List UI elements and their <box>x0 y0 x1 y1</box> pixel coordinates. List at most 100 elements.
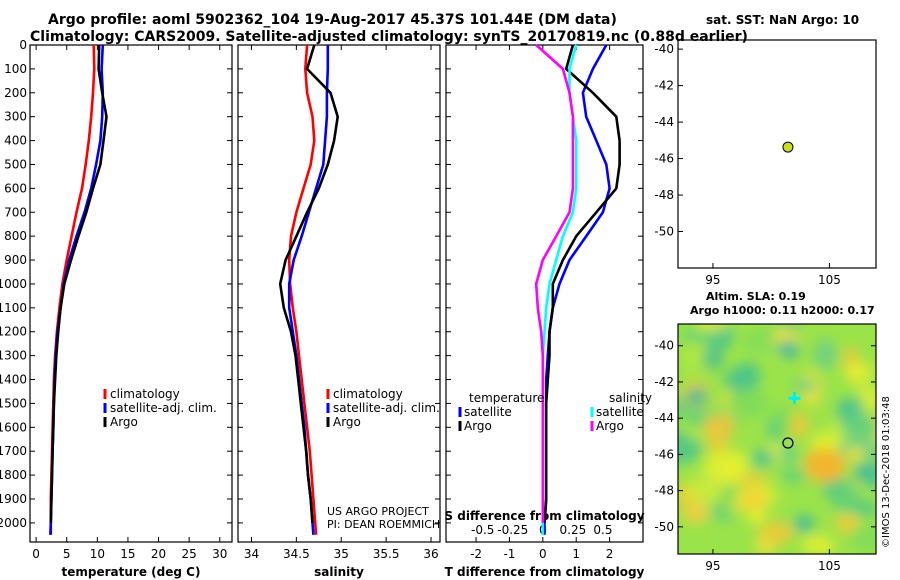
depth-tick-label: 1600 <box>0 420 27 434</box>
panel-frame-difference <box>445 44 644 543</box>
series-line <box>543 44 621 523</box>
heatmap-cell <box>813 339 837 370</box>
x-tick-label: 25 <box>182 547 197 561</box>
heatmap-cell <box>705 439 731 452</box>
heatmap-cell <box>723 366 755 393</box>
depth-tick-label: 400 <box>4 134 27 148</box>
map-lat-label: -42 <box>654 79 674 93</box>
heatmap-coolspot <box>685 387 708 406</box>
map-lat-label: -40 <box>654 339 674 353</box>
heatmap-cell <box>845 446 865 463</box>
heatmap-cell <box>730 452 749 480</box>
heatmap-coolspot <box>777 340 800 359</box>
x-axis-label-difference: T difference from climatology <box>445 565 645 579</box>
map-lat-label: -50 <box>654 520 674 534</box>
x-tick-label: -2 <box>470 547 482 561</box>
title-line-1: Argo profile: aoml 5902362_104 19-Aug-20… <box>48 12 617 28</box>
x-axis-label-temperature: temperature (deg C) <box>62 565 201 579</box>
heatmap-cell <box>778 443 798 466</box>
heatmap-cell <box>766 416 783 443</box>
heatmap-cell <box>829 479 862 514</box>
series-line <box>287 45 330 535</box>
heatmap-cell <box>791 378 818 393</box>
heatmap-coolspot <box>792 514 815 533</box>
x-tick-label: 34.5 <box>283 547 310 561</box>
heatmap-cell <box>688 472 721 509</box>
legend-label: satellite-adj. clim. <box>333 401 440 415</box>
map-lon-label: 95 <box>705 273 720 287</box>
series-line <box>49 44 105 535</box>
heatmap-cell <box>759 520 795 544</box>
series-line <box>48 44 96 535</box>
depth-tick-label: 200 <box>4 86 27 100</box>
sla-map-frame <box>677 323 877 555</box>
depth-tick-label: 800 <box>4 229 27 243</box>
heatmap-hotspot <box>739 488 768 511</box>
heatmap-cell <box>681 339 709 374</box>
series-line <box>543 44 611 535</box>
x-tick-label: 0 <box>32 547 40 561</box>
profile-location-marker <box>782 141 794 153</box>
depth-tick-label: 600 <box>4 181 27 195</box>
map-lat-label: -50 <box>654 225 674 239</box>
x-tick-label: 20 <box>151 547 166 561</box>
x-tick-label: 2 <box>606 547 614 561</box>
heatmap-cell <box>693 324 728 332</box>
top-x-tick-label: 0.25 <box>560 523 587 537</box>
map-lat-label: -46 <box>654 447 674 461</box>
heatmap-cell <box>779 468 809 484</box>
x-tick-label: 10 <box>90 547 105 561</box>
depth-tick-label: 1200 <box>0 325 27 339</box>
depth-tick-label: 0 <box>19 38 27 52</box>
depth-tick-label: 500 <box>4 157 27 171</box>
legend-label: Argo <box>596 419 624 433</box>
heatmap-cell <box>725 387 770 420</box>
x-axis-label-salinity: salinity <box>314 565 364 579</box>
map-lat-label: -48 <box>654 188 674 202</box>
legend-title-temperature: temperature <box>469 391 544 405</box>
series-line <box>534 44 575 523</box>
heatmap-coolspot <box>853 463 876 482</box>
map-lat-label: -46 <box>654 152 674 166</box>
map-lon-label: 105 <box>818 559 841 573</box>
heatmap-cell <box>770 328 800 344</box>
legend-label: climatology <box>110 387 180 401</box>
legend-title-salinity: salinity <box>609 391 652 405</box>
heatmap-cell <box>801 535 835 554</box>
depth-tick-label: 1900 <box>0 492 27 506</box>
heatmap-cell <box>849 522 876 553</box>
sst-map-frame <box>677 39 877 269</box>
panel-frame-temperature <box>29 44 233 543</box>
heatmap-coolspot <box>835 400 858 419</box>
x-tick-label: 34 <box>244 547 259 561</box>
map-lat-label: -44 <box>654 411 674 425</box>
depth-tick-label: 700 <box>4 205 27 219</box>
legend-label: satellite <box>596 405 644 419</box>
heatmap-hotspot <box>702 414 735 441</box>
heatmap-coolspot <box>701 351 724 370</box>
depth-tick-label: 100 <box>4 62 27 76</box>
map-lat-label: -40 <box>654 42 674 56</box>
heatmap-hotspot <box>681 501 710 524</box>
depth-tick-label: 1000 <box>0 277 27 291</box>
legend-label: Argo <box>333 415 361 429</box>
sst-map-title: sat. SST: NaN Argo: 10 <box>706 13 860 27</box>
depth-tick-label: 1300 <box>0 349 27 363</box>
x-tick-label: -1 <box>503 547 515 561</box>
depth-tick-label: 1700 <box>0 444 27 458</box>
heatmap-hotspot <box>844 361 873 385</box>
sla-map-title-2: Argo h1000: 0.11 h2000: 0.17 <box>690 304 875 317</box>
map-lon-label: 105 <box>818 273 841 287</box>
x-tick-label: 35.5 <box>373 547 400 561</box>
depth-tick-label: 2000 <box>0 516 27 530</box>
map-lat-label: -42 <box>654 375 674 389</box>
depth-tick-label: 1100 <box>0 301 27 315</box>
x-tick-label: 15 <box>120 547 135 561</box>
credit-line-1: US ARGO PROJECT <box>327 505 429 518</box>
heatmap-coolspot <box>752 449 775 468</box>
depth-tick-label: 1400 <box>0 373 27 387</box>
map-lon-label: 95 <box>705 559 720 573</box>
depth-tick-label: 900 <box>4 253 27 267</box>
series-line <box>541 44 578 535</box>
